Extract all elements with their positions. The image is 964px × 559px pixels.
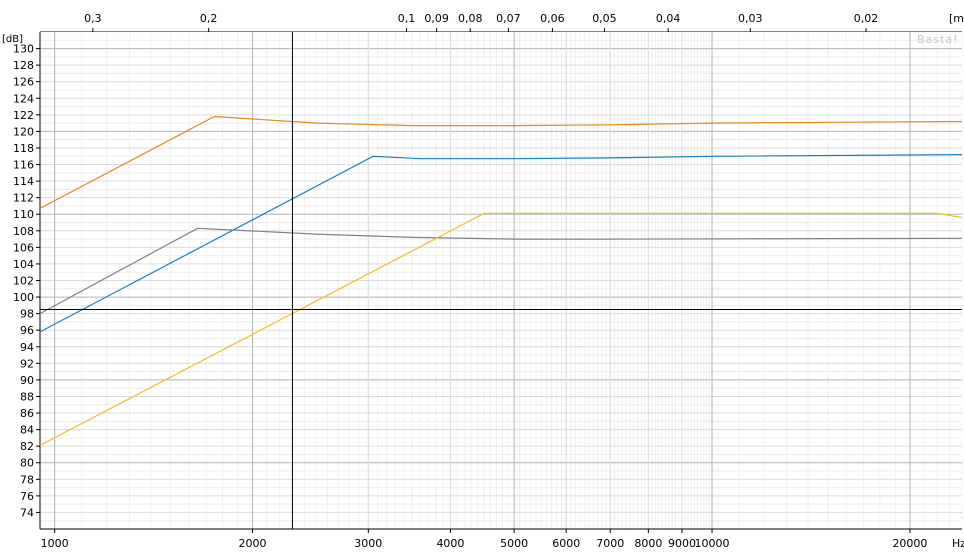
x-tick-label: 7000 [596, 537, 624, 550]
x-tick-label: 2000 [239, 537, 267, 550]
y-tick-label: 90 [20, 374, 34, 387]
y-tick-label: 86 [20, 407, 34, 420]
y-tick-label: 96 [20, 324, 34, 337]
top-tick-label: 0,03 [738, 12, 763, 25]
y-tick-label: 76 [20, 490, 34, 503]
top-tick-label: 0,08 [458, 12, 483, 25]
x-tick-label: 10000 [695, 537, 730, 550]
y-tick-label: 94 [20, 341, 34, 354]
top-tick-label: 0,05 [592, 12, 617, 25]
y-tick-label: 88 [20, 390, 34, 403]
y-axis: 74 76 78 80 82 84 86 88 90 92 94 96 98 100 102 104 106 10… [13, 32, 41, 529]
top-unit-label: [m] [949, 12, 964, 25]
x-tick-label: 20000 [892, 537, 927, 550]
y-tick-label: 98 [20, 308, 34, 321]
y-tick-label: 92 [20, 357, 34, 370]
top-tick-label: 0,04 [656, 12, 681, 25]
cursor-crosshair[interactable] [40, 32, 962, 529]
x-tick-label: 5000 [500, 537, 528, 550]
y-tick-label: 116 [13, 159, 34, 172]
y-tick-label: 126 [13, 76, 34, 89]
y-tick-label: 106 [13, 241, 34, 254]
x-tick-label: 8000 [634, 537, 662, 550]
watermark: Basta! [917, 33, 958, 46]
y-tick-label: 100 [13, 291, 34, 304]
y-tick-label: 84 [20, 424, 34, 437]
x-tick-label: 6000 [552, 537, 580, 550]
y-tick-label: 112 [13, 192, 34, 205]
y-tick-label: 110 [13, 208, 34, 221]
y-tick-label: 102 [13, 275, 34, 288]
y-tick-label: 122 [13, 109, 34, 122]
top-tick-label: 0,09 [424, 12, 449, 25]
y-tick-label: 114 [13, 175, 34, 188]
top-tick-label: 0,02 [854, 12, 879, 25]
y-tick-label: 118 [13, 142, 34, 155]
x-tick-label: 3000 [354, 537, 382, 550]
series-lines [39, 115, 963, 446]
y-tick-label: 120 [13, 125, 34, 138]
y-unit-label: [dB] [2, 34, 23, 45]
x-unit-label: Hz [952, 537, 964, 550]
x-tick-label: 1000 [41, 537, 69, 550]
y-tick-label: 130 [13, 43, 34, 56]
series-line-1 [39, 115, 963, 209]
grid [40, 32, 963, 529]
series-line-3 [39, 227, 963, 315]
top-tick-label: 0,07 [496, 12, 521, 25]
top-tick-label: 0,1 [398, 12, 416, 25]
x-axis: 1000 2000 3000 4000 5000 6000 7000 8000 90001000… [40, 528, 962, 550]
x-tick-label: 4000 [436, 537, 464, 550]
series-line-2 [39, 154, 963, 333]
y-tick-label: 124 [13, 92, 34, 105]
y-tick-label: 128 [13, 59, 34, 72]
series-line-4 [39, 212, 963, 446]
top-tick-label: 0,2 [200, 12, 218, 25]
y-tick-label: 78 [20, 473, 34, 486]
y-tick-label: 108 [13, 225, 34, 238]
y-tick-label: 104 [13, 258, 34, 271]
y-tick-label: 74 [20, 506, 34, 519]
y-tick-label: 82 [20, 440, 34, 453]
x-tick-label: 9000 [668, 537, 696, 550]
top-tick-label: 0,06 [540, 12, 565, 25]
y-tick-label: 80 [20, 457, 34, 470]
top-axis: 0,3 0,2 0,1 0,09 0,08 0,07 0,06 0,05 0,04 0,03 0,0… [40, 12, 962, 33]
top-tick-label: 0,3 [84, 12, 102, 25]
